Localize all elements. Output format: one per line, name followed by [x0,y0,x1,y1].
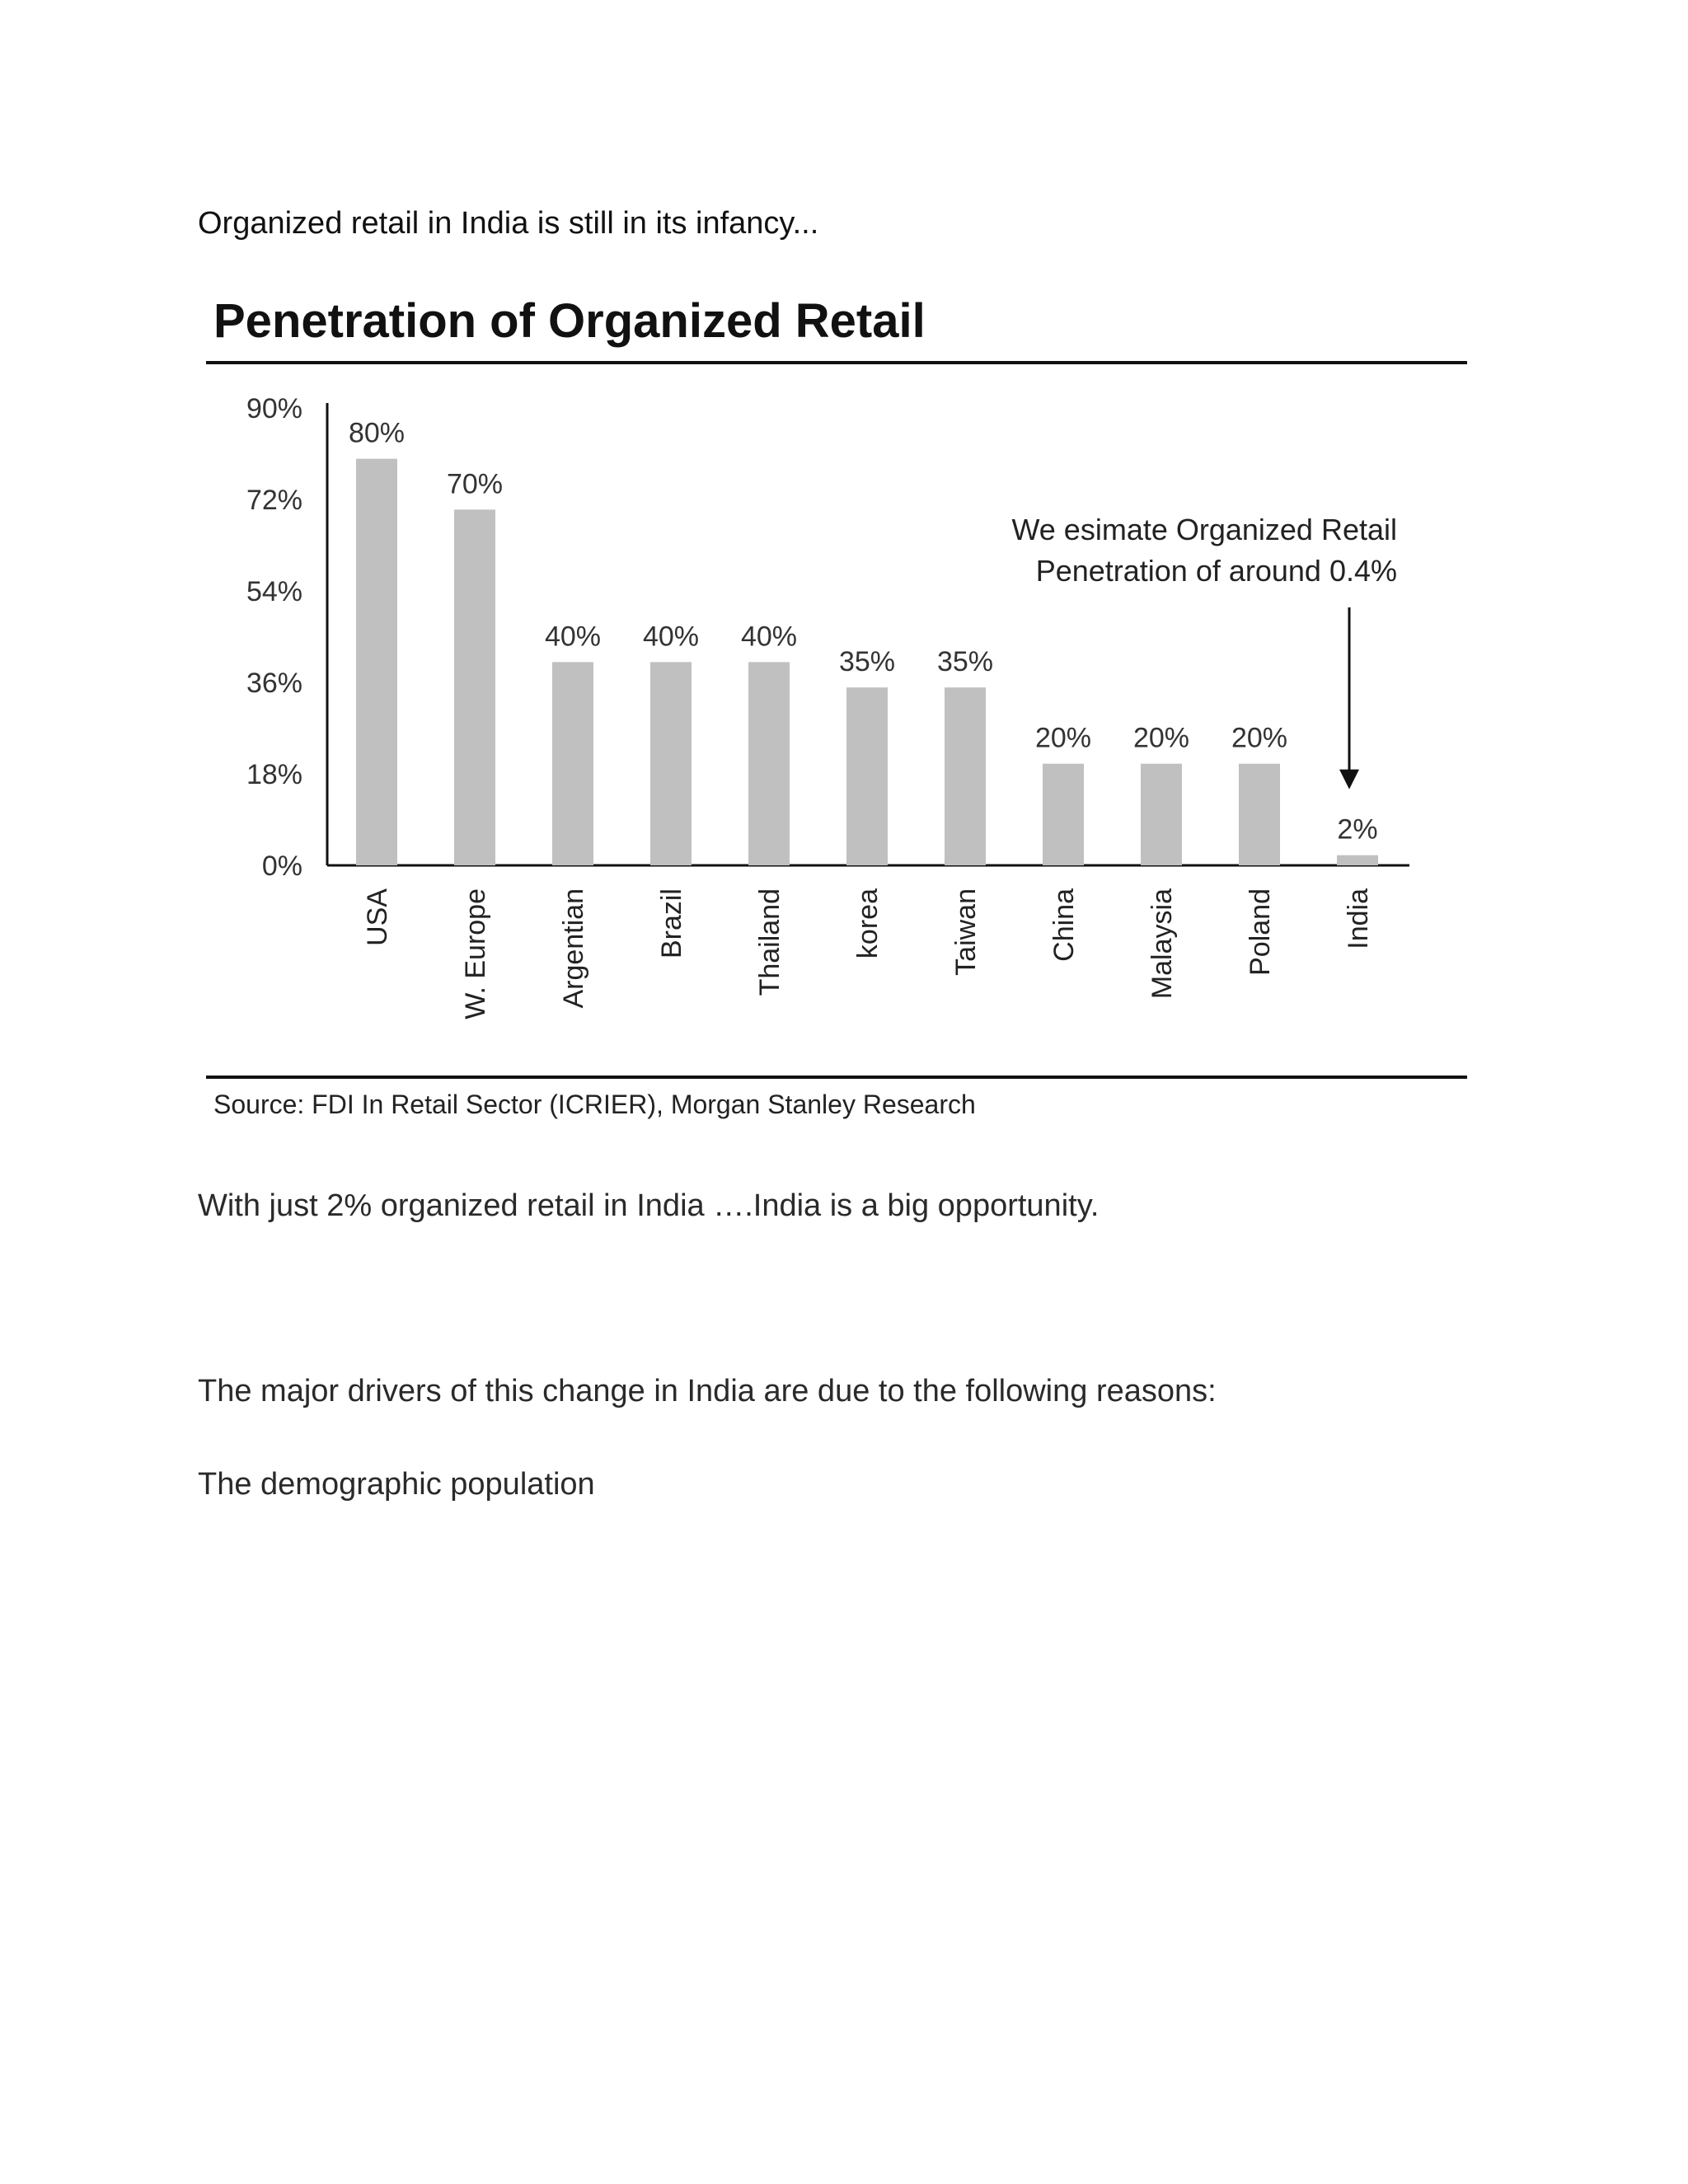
data-label: 35% [839,646,895,677]
bar [650,662,692,865]
bar [454,509,495,865]
bar [1239,763,1280,865]
drivers-paragraph: The major drivers of this change in Indi… [198,1374,1217,1408]
retail-penetration-chart: Penetration of Organized Retail 0% 18% 36%… [202,284,1471,1133]
category-label: Malaysia [1146,888,1178,999]
bar [1337,855,1378,865]
data-label: 80% [349,418,405,449]
data-label: 40% [741,621,797,652]
opportunity-paragraph: With just 2% organized retail in India …… [198,1188,1100,1223]
y-axis: 0% 18% 36% 54% 72% 90% [246,393,1409,882]
demographic-paragraph: The demographic population [198,1467,595,1502]
chart-source: Source: FDI In Retail Sector (ICRIER), M… [213,1090,976,1119]
category-label: Brazil [656,888,687,958]
y-tick-label: 0% [262,851,302,882]
annotation-text: We esimate Organized Retail [1011,513,1397,546]
bars: 80% USA 70% W. Europe 40% Argentian 40% Brazil 4… [349,418,1378,1019]
bar [846,687,888,865]
category-label: China [1048,888,1080,962]
category-label: Taiwan [950,888,982,976]
data-label: 40% [545,621,601,652]
data-label: 70% [447,468,503,499]
bar [945,687,986,865]
data-label: 2% [1337,814,1377,846]
bar [748,662,790,865]
category-label: India [1343,888,1374,949]
chart-canvas: Penetration of Organized Retail 0% 18% 36%… [206,294,1467,1119]
y-tick-label: 54% [246,576,302,607]
category-label: korea [852,888,884,958]
y-tick-label: 90% [246,393,302,424]
category-label: Thailand [754,888,785,996]
bar [356,458,397,865]
category-label: Argentian [558,888,589,1009]
y-tick-label: 18% [246,759,302,790]
data-label: 20% [1133,723,1189,754]
chart-title: Penetration of Organized Retail [213,294,926,348]
data-label: 20% [1035,723,1091,754]
y-tick-label: 72% [246,485,302,516]
category-label: USA [362,888,393,946]
y-tick-label: 36% [246,668,302,699]
data-label: 35% [937,646,993,677]
annotation-arrow-head [1339,769,1359,790]
bar [1043,763,1084,865]
chart-annotation: We esimate Organized Retail Penetration o… [1011,513,1397,790]
bar [552,662,593,865]
intro-paragraph: Organized retail in India is still in it… [198,206,819,241]
annotation-text: Penetration of around 0.4% [1036,554,1397,588]
bar [1141,763,1182,865]
category-label: W. Europe [460,888,491,1019]
data-label: 40% [643,621,699,652]
data-label: 20% [1231,723,1287,754]
category-label: Poland [1245,888,1276,976]
